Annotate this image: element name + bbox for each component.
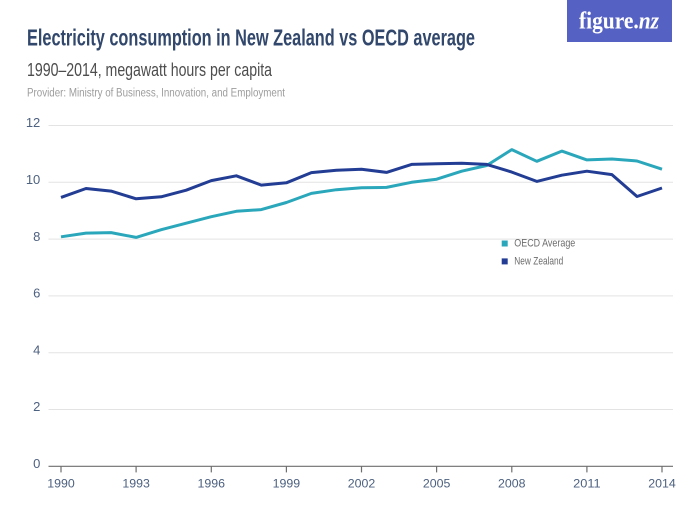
svg-text:figure.nz: figure.nz	[579, 8, 659, 35]
svg-text:4: 4	[33, 342, 40, 357]
svg-text:2014: 2014	[648, 476, 676, 490]
svg-text:New Zealand: New Zealand	[514, 256, 563, 268]
svg-text:2: 2	[33, 399, 40, 414]
svg-text:1993: 1993	[122, 476, 150, 490]
svg-text:2005: 2005	[423, 476, 451, 490]
svg-text:1990–2014, megawatt hours per: 1990–2014, megawatt hours per capita	[27, 59, 272, 80]
svg-text:1996: 1996	[198, 476, 226, 490]
svg-text:1999: 1999	[273, 476, 301, 490]
svg-text:10: 10	[26, 172, 40, 187]
svg-text:Provider: Ministry of Business: Provider: Ministry of Business, Innovati…	[27, 88, 286, 100]
svg-text:2011: 2011	[573, 476, 601, 490]
svg-text:OECD Average: OECD Average	[514, 237, 575, 249]
svg-text:Electricity consumption in New: Electricity consumption in New Zealand v…	[27, 25, 475, 51]
svg-text:1990: 1990	[47, 476, 75, 490]
svg-text:2008: 2008	[498, 476, 526, 490]
svg-text:12: 12	[26, 115, 40, 130]
svg-text:0: 0	[33, 456, 40, 471]
svg-text:8: 8	[33, 229, 40, 244]
svg-text:6: 6	[33, 286, 40, 301]
svg-text:2002: 2002	[348, 476, 376, 490]
